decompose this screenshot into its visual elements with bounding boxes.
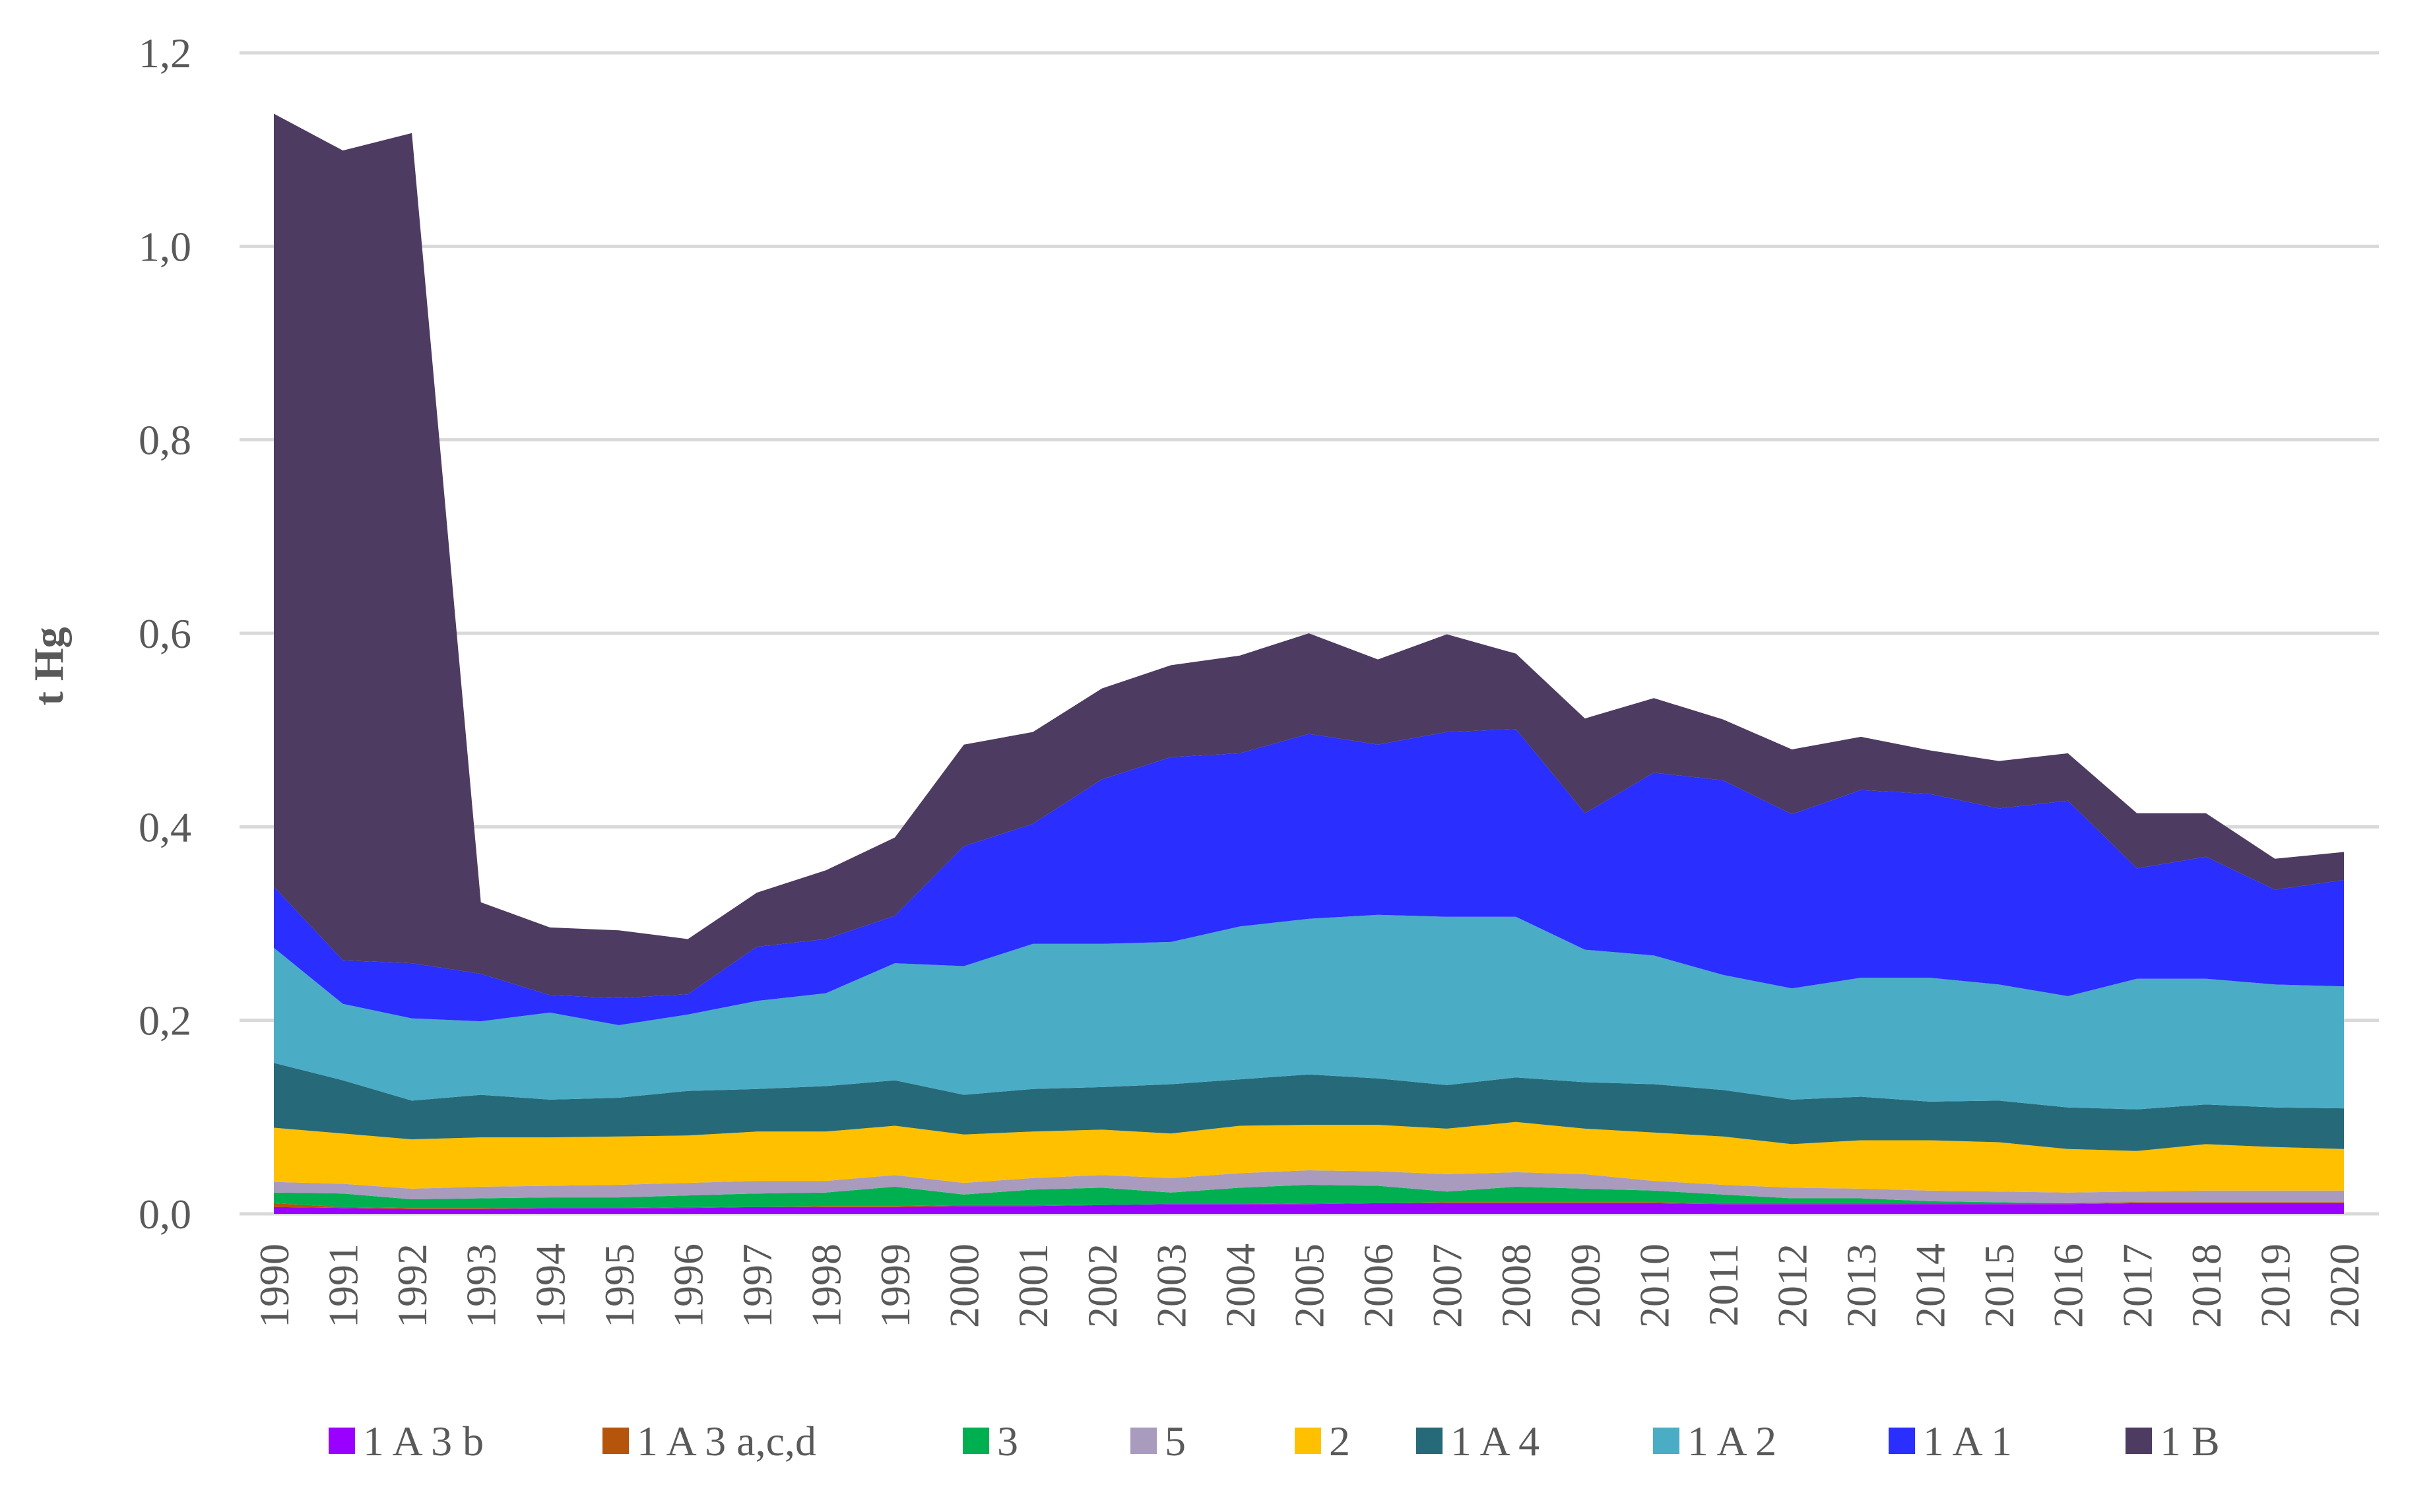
x-tick-label: 2007	[1424, 1244, 1471, 1328]
x-tick-label: 1993	[458, 1244, 505, 1328]
area-series	[274, 113, 2344, 1214]
legend-swatch	[1653, 1428, 1679, 1454]
x-tick-label: 2004	[1217, 1244, 1264, 1328]
x-tick-label: 2012	[1769, 1244, 1816, 1328]
legend-item: 1 B	[2126, 1418, 2220, 1465]
legend-label: 1 B	[2160, 1418, 2220, 1465]
area-1-b	[274, 113, 2344, 998]
legend-label: 5	[1165, 1418, 1186, 1465]
legend-label: 1 A 4	[1450, 1418, 1540, 1465]
area-3	[274, 1185, 2344, 1209]
x-tick-label: 2015	[1976, 1244, 2023, 1328]
area-1-a-3-b	[274, 1203, 2344, 1214]
y-tick-label: 0,6	[139, 610, 191, 657]
x-tick-label: 2019	[2252, 1244, 2298, 1328]
x-tick-label: 2016	[2045, 1244, 2092, 1328]
x-tick-label: 2001	[1010, 1244, 1056, 1328]
x-tick-label: 2003	[1148, 1244, 1194, 1328]
legend-swatch	[963, 1428, 989, 1454]
legend-item: 3	[963, 1418, 1018, 1465]
x-tick-label: 2013	[1838, 1244, 1885, 1328]
x-tick-label: 1994	[527, 1244, 573, 1328]
x-tick-label: 1992	[389, 1244, 436, 1328]
legend-item: 1 A 2	[1653, 1418, 1776, 1465]
x-tick-label: 2010	[1631, 1244, 1677, 1328]
area-1-a-1	[274, 729, 2344, 1025]
legend-label: 1 A 3 b	[363, 1418, 484, 1465]
x-tick-label: 2006	[1355, 1244, 1402, 1328]
x-tick-label: 2020	[2321, 1244, 2368, 1328]
legend-label: 2	[1329, 1418, 1350, 1465]
x-tick-label: 2014	[1907, 1244, 1954, 1328]
legend: 1 A 3 b 1 A 3 a,c,d 3 5 2 1 A 4 1 A 2 1 A 1 1 B	[329, 1418, 2220, 1465]
legend-item: 2	[1295, 1418, 1350, 1465]
x-tick-label: 2005	[1286, 1244, 1333, 1328]
area-2	[274, 1121, 2344, 1193]
y-tick-label: 0,0	[139, 1191, 191, 1238]
y-tick-label: 1,2	[139, 30, 191, 77]
x-tick-label: 2000	[941, 1244, 988, 1328]
legend-swatch	[1130, 1428, 1157, 1454]
y-tick-label: 0,8	[139, 417, 191, 464]
legend-swatch	[602, 1428, 629, 1454]
legend-swatch	[1416, 1428, 1443, 1454]
legend-label: 1 A 1	[1923, 1418, 2012, 1465]
x-tick-label: 2017	[2114, 1244, 2160, 1328]
legend-item: 1 A 1	[1889, 1418, 2012, 1465]
y-tick-label: 1,0	[139, 223, 191, 270]
x-tick-label: 2002	[1079, 1244, 1126, 1328]
legend-swatch	[1889, 1428, 1915, 1454]
area-1-a-4	[274, 1063, 2344, 1151]
legend-item: 1 A 3 a,c,d	[602, 1418, 816, 1465]
legend-item: 1 A 3 b	[329, 1418, 484, 1465]
y-axis-ticks: 0,0 0,2 0,4 0,6 0,8 1,0 1,2	[139, 30, 191, 1238]
legend-label: 3	[997, 1418, 1018, 1465]
x-tick-label: 1996	[665, 1244, 711, 1328]
x-tick-label: 2009	[1562, 1244, 1609, 1328]
x-tick-label: 1999	[872, 1244, 919, 1328]
y-tick-label: 0,4	[139, 803, 191, 850]
legend-swatch	[1295, 1428, 1321, 1454]
x-tick-label: 1991	[320, 1244, 367, 1328]
legend-item: 1 A 4	[1416, 1418, 1540, 1465]
legend-swatch	[329, 1428, 355, 1454]
area-1-a-3-a-c-d	[274, 1202, 2344, 1209]
x-tick-label: 1995	[596, 1244, 643, 1328]
area-5	[274, 1170, 2344, 1203]
legend-item: 5	[1130, 1418, 1186, 1465]
x-tick-label: 2011	[1700, 1244, 1747, 1327]
y-tick-label: 0,2	[139, 997, 191, 1044]
legend-label: 1 A 3 a,c,d	[637, 1418, 816, 1465]
x-tick-label: 1997	[734, 1244, 781, 1328]
x-tick-label: 1990	[251, 1244, 298, 1328]
x-tick-label: 2008	[1493, 1244, 1540, 1328]
area-1-a-2	[274, 914, 2344, 1110]
x-tick-label: 2018	[2183, 1244, 2230, 1328]
legend-swatch	[2126, 1428, 2152, 1454]
x-axis-ticks: 1990 1991 1992 1993 1994 1995 1996 1997 1998 1999…	[251, 1244, 2368, 1328]
x-tick-label: 1998	[803, 1244, 850, 1328]
legend-label: 1 A 2	[1687, 1418, 1776, 1465]
y-axis-title: t Hg	[25, 627, 72, 705]
